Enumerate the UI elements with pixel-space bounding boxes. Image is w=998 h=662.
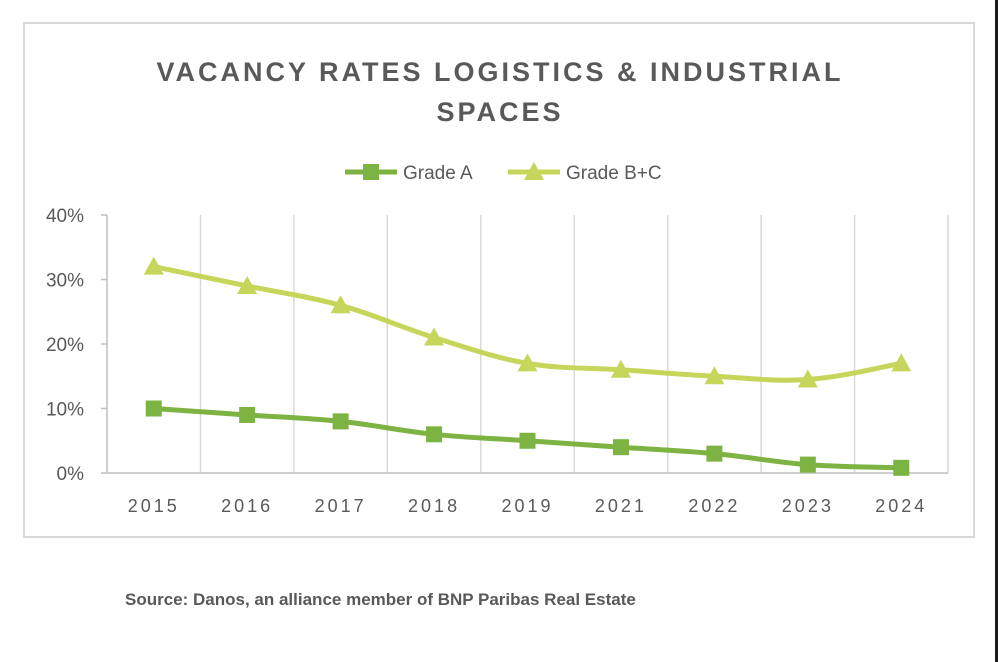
data-point-grade-a [519,432,536,449]
data-point-grade-b-c [610,359,631,378]
x-tick-label: 2022 [688,496,740,516]
x-tick-label: 2015 [128,496,180,516]
data-point-grade-b-c [797,369,818,388]
data-point-grade-b-c [704,366,725,385]
source-note: Source: Danos, an alliance member of BNP… [125,590,636,609]
x-tick-label: 2024 [875,496,927,516]
x-tick-label: 2023 [782,496,834,516]
data-point-grade-b-c [330,295,351,314]
legend-marker-grade-b-c [524,162,544,180]
data-point-grade-b-c [143,256,164,275]
y-tick-label: 10% [46,400,84,421]
x-tick-label: 2018 [408,496,460,516]
chart-area [23,22,975,538]
y-tick-label: 30% [46,271,84,292]
data-point-grade-a [612,439,629,456]
data-point-grade-a [706,445,723,462]
x-tick-label: 2016 [221,496,273,516]
data-point-grade-a [239,406,256,423]
data-point-grade-b-c [891,353,912,372]
chart-title: VACANCY RATES LOGISTICS & INDUSTRIAL SPA… [24,52,976,132]
legend-label-grade-b-c: Grade B+C [566,163,662,184]
legend-label-grade-a: Grade A [403,163,473,184]
data-point-grade-a [332,413,349,430]
data-point-grade-a [893,459,910,476]
right-edge-border [995,0,998,662]
data-point-grade-b-c [517,353,538,372]
data-point-grade-a [426,426,443,443]
chart-title-line-2: SPACES [436,97,564,127]
data-point-grade-b-c [237,275,258,294]
data-point-grade-a [145,400,162,417]
y-tick-label: 40% [46,206,84,227]
data-point-grade-b-c [424,327,445,346]
legend-marker-grade-a [363,164,379,180]
chart-title-line-1: VACANCY RATES LOGISTICS & INDUSTRIAL [156,57,844,87]
x-tick-label: 2021 [595,496,647,516]
data-point-grade-a [799,456,816,473]
x-tick-label: 2019 [501,496,553,516]
y-tick-label: 0% [57,464,85,485]
y-tick-label: 20% [46,335,84,356]
x-tick-label: 2017 [315,496,367,516]
